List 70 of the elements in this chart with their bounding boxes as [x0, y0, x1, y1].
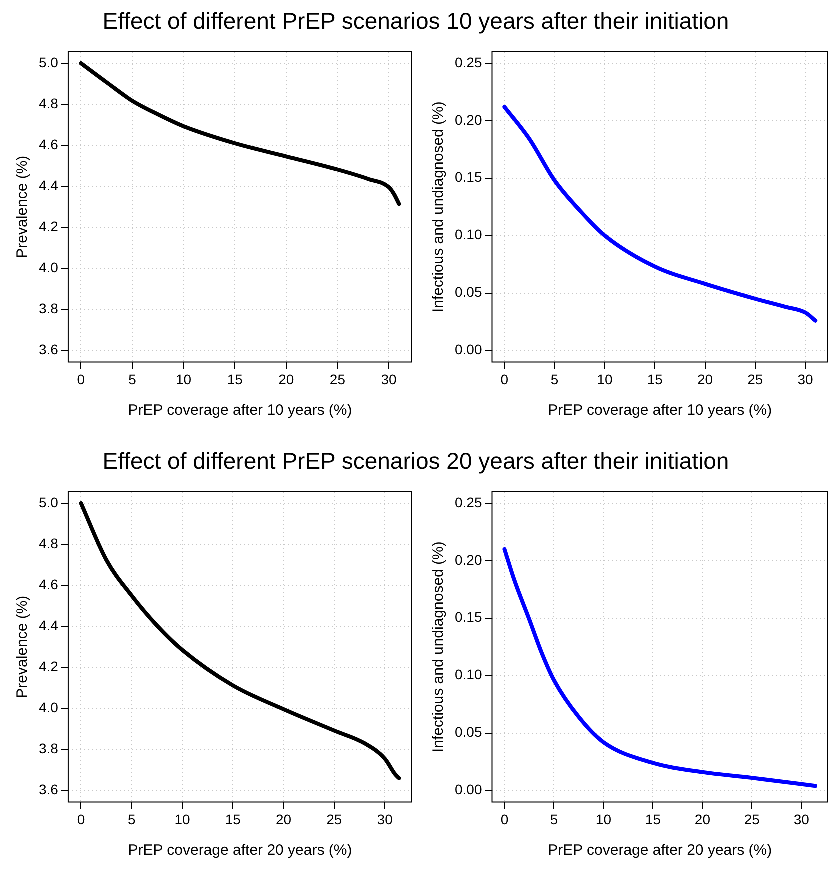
x-tick-label: 10 [597, 371, 613, 388]
y-tick-label: 0.05 [455, 724, 482, 740]
x-tick-label: 25 [748, 371, 764, 388]
x-tick-label: 20 [694, 811, 711, 828]
x-tick-label: 30 [381, 371, 398, 388]
y-tick-label: 4.0 [38, 260, 59, 276]
y-axis-title: Infectious and undiagnosed (%) [430, 542, 448, 753]
y-tick-label: 0.25 [455, 494, 482, 510]
y-tick-label: 4.6 [38, 576, 59, 592]
y-tick-label: 3.6 [38, 782, 59, 798]
y-tick-label: 0.05 [455, 284, 482, 300]
x-tick-label: 0 [500, 371, 509, 388]
x-tick-label: 15 [227, 371, 244, 388]
x-tick-label: 25 [330, 371, 346, 388]
chart-title: Effect of different PrEP scenarios 20 years after their initiation [102, 447, 730, 476]
chart-title: Effect of different PrEP scenarios 10 years after their initiation [102, 7, 730, 36]
x-tick-label: 30 [794, 811, 810, 828]
y-tick-label: 0.20 [455, 112, 482, 128]
x-tick-label: 20 [276, 811, 292, 828]
y-tick-label: 0.00 [455, 782, 482, 798]
y-tick-label: 3.8 [38, 300, 59, 317]
x-tick-label: 0 [77, 811, 86, 828]
y-axis-title: Infectious and undiagnosed (%) [430, 102, 448, 313]
y-axis-title: Prevalence (%) [14, 596, 32, 698]
y-tick-label: 4.2 [38, 218, 59, 234]
y-tick-label: 0.10 [455, 226, 482, 243]
y-tick-label: 4.4 [38, 177, 59, 194]
x-axis-title: PrEP coverage after 20 years (%) [548, 842, 772, 860]
x-axis-title: PrEP coverage after 10 years (%) [548, 402, 772, 420]
x-tick-label: 15 [225, 811, 242, 828]
x-tick-label: 5 [128, 811, 136, 828]
y-tick-label: 4.0 [38, 700, 59, 716]
line-series [79, 501, 402, 780]
line-series [502, 547, 818, 788]
x-tick-label: 15 [645, 811, 662, 828]
x-tick-label: 25 [744, 811, 760, 828]
y-tick-label: 5.0 [38, 494, 59, 510]
x-tick-label: 5 [550, 371, 559, 388]
x-tick-label: 10 [176, 371, 192, 388]
x-tick-label: 20 [278, 371, 294, 388]
x-tick-label: 25 [326, 811, 342, 828]
x-tick-label: 30 [798, 371, 814, 388]
y-tick-label: 4.4 [38, 617, 59, 634]
y-tick-label: 0.15 [455, 609, 482, 626]
y-tick-label: 0.00 [455, 342, 482, 358]
x-tick-label: 10 [596, 811, 612, 828]
y-tick-label: 0.10 [455, 666, 482, 683]
y-tick-label: 0.25 [455, 54, 482, 70]
y-tick-label: 5.0 [38, 54, 59, 70]
x-tick-label: 0 [500, 811, 509, 828]
y-tick-label: 3.6 [38, 342, 59, 358]
y-tick-label: 3.8 [38, 740, 59, 757]
line-series [502, 105, 818, 323]
x-axis-title: PrEP coverage after 10 years (%) [128, 402, 352, 420]
line-series [79, 61, 402, 206]
y-axis-title: Prevalence (%) [14, 156, 32, 258]
y-tick-label: 4.8 [38, 535, 59, 552]
x-tick-label: 15 [647, 371, 664, 388]
y-tick-label: 0.20 [455, 552, 482, 568]
y-tick-label: 4.2 [38, 658, 59, 674]
x-tick-label: 20 [697, 371, 714, 388]
y-tick-label: 4.6 [38, 136, 59, 152]
y-tick-label: 4.8 [38, 95, 59, 112]
x-tick-label: 5 [550, 811, 558, 828]
x-tick-label: 5 [128, 371, 137, 388]
x-tick-label: 10 [174, 811, 190, 828]
x-tick-label: 30 [377, 811, 394, 828]
y-tick-label: 0.15 [455, 169, 482, 186]
x-axis-title: PrEP coverage after 20 years (%) [128, 842, 352, 860]
x-tick-label: 0 [77, 371, 86, 388]
